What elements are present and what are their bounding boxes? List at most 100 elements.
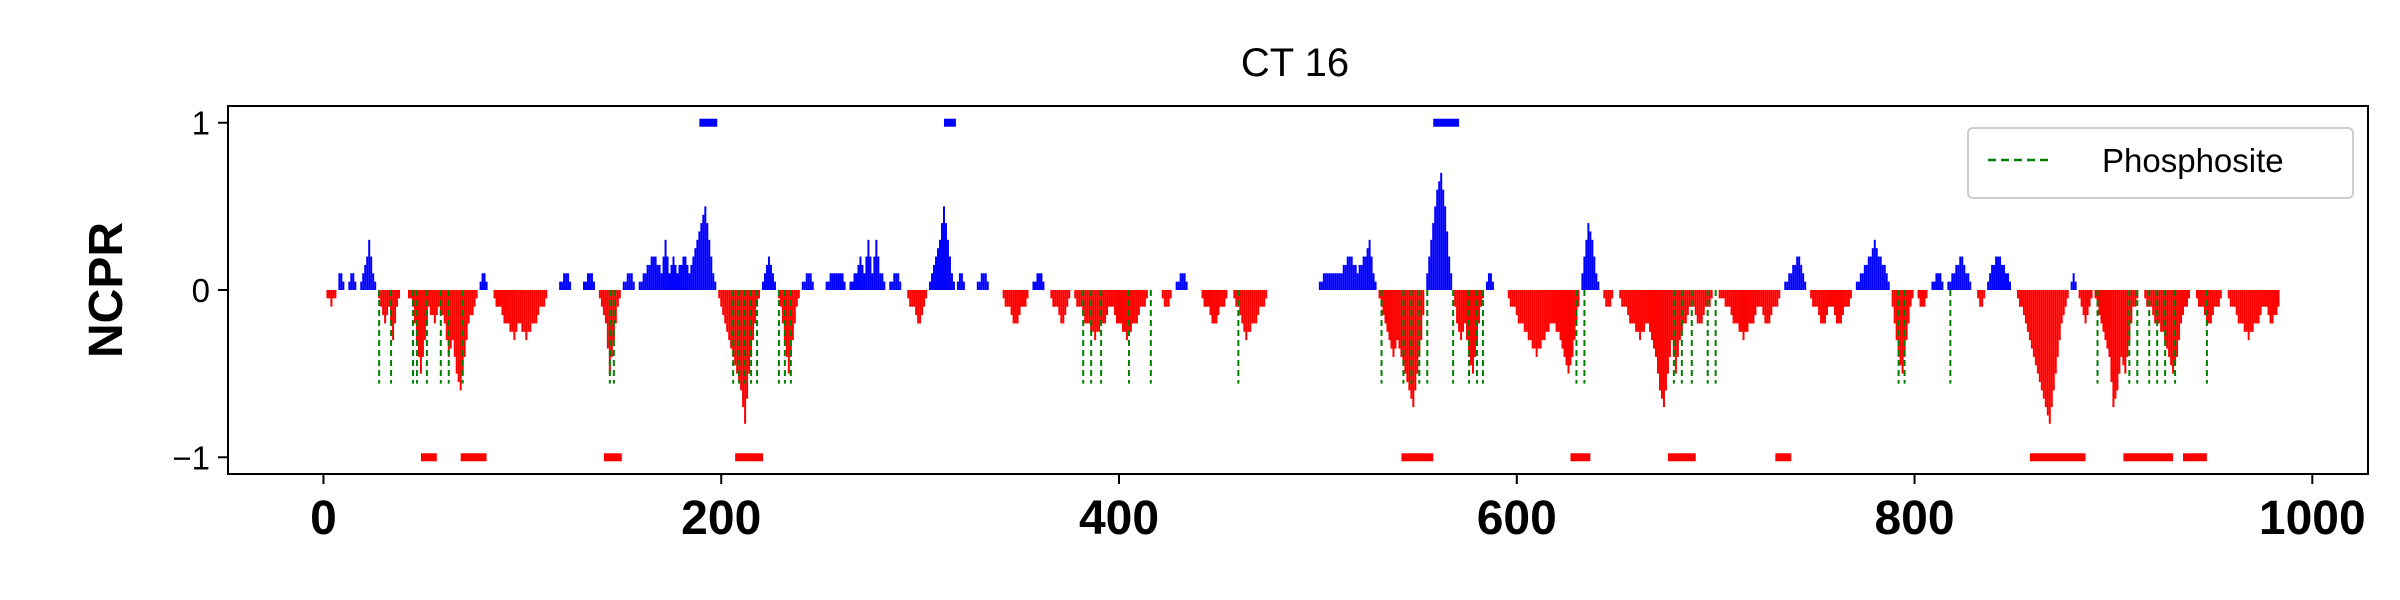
ncpr-bar	[841, 273, 844, 290]
ncpr-bar	[537, 290, 540, 316]
ncpr-bar	[1559, 290, 1562, 341]
ncpr-bar	[1141, 290, 1144, 307]
ncpr-bar	[527, 290, 530, 332]
negative-region-bar	[1401, 453, 1434, 462]
ncpr-bar	[1997, 256, 2000, 290]
ncpr-bar	[1633, 290, 1636, 324]
ncpr-bar	[2195, 290, 2198, 299]
ncpr-bar	[1587, 223, 1590, 290]
ncpr-bar	[398, 290, 401, 299]
ncpr-bar	[429, 290, 432, 316]
ncpr-bar	[1656, 290, 1659, 374]
y-tick-label: 1	[192, 105, 210, 142]
ncpr-bar	[2046, 290, 2049, 416]
ncpr-bar	[614, 290, 617, 324]
ncpr-bar	[658, 264, 661, 290]
ncpr-bar	[368, 239, 371, 290]
ncpr-bar	[1237, 290, 1240, 307]
ncpr-bar	[1881, 264, 1884, 290]
ncpr-bar	[517, 290, 520, 324]
ncpr-bar	[869, 256, 872, 290]
ncpr-bar	[1261, 290, 1264, 307]
negative-region-bar	[1775, 453, 1792, 462]
ncpr-bar	[702, 214, 705, 290]
ncpr-bar	[1651, 290, 1654, 341]
ncpr-bar	[1235, 290, 1238, 307]
ncpr-bar	[921, 290, 924, 316]
ncpr-bar	[2066, 290, 2069, 299]
ncpr-bar	[2229, 290, 2232, 307]
y-axis-label: NCPR	[80, 222, 133, 358]
ncpr-bar	[1796, 256, 1799, 290]
ncpr-bar	[668, 273, 671, 290]
ncpr-bar	[1535, 290, 1538, 357]
ncpr-bar	[1167, 290, 1170, 307]
ncpr-bar	[1074, 290, 1077, 299]
ncpr-bar	[485, 281, 488, 290]
ncpr-bar	[762, 281, 764, 290]
ncpr-bar	[2050, 290, 2053, 408]
ncpr-bar	[825, 281, 828, 290]
ncpr-bar	[2062, 290, 2065, 316]
ncpr-bar	[1750, 290, 1753, 324]
ncpr-bar	[1125, 290, 1128, 341]
ncpr-bar	[1165, 290, 1168, 307]
ncpr-bar	[736, 290, 739, 374]
ncpr-bar	[877, 256, 880, 290]
ncpr-bar	[1448, 256, 1451, 290]
ncpr-bar	[1678, 290, 1681, 341]
ncpr-bar	[1380, 290, 1383, 307]
ncpr-bar	[656, 264, 659, 290]
ncpr-bar	[889, 281, 892, 290]
ncpr-bar	[1641, 290, 1644, 332]
ncpr-bar	[2122, 290, 2125, 366]
x-axis-ticks: 0 200 400 600 800 1000	[310, 474, 2366, 545]
ncpr-bar	[2199, 290, 2202, 307]
ncpr-bar	[1609, 290, 1612, 307]
ncpr-bar	[1843, 290, 1846, 307]
ncpr-bar	[1597, 281, 1600, 290]
ncpr-bar	[1776, 290, 1779, 307]
ncpr-bar	[1330, 273, 1333, 290]
ncpr-bar	[473, 290, 476, 307]
ncpr-bar	[1322, 273, 1325, 290]
ncpr-bar	[392, 290, 395, 341]
ncpr-bar	[515, 290, 518, 332]
ncpr-bar	[2247, 290, 2250, 341]
ncpr-bar	[1547, 290, 1550, 332]
ncpr-bar	[1688, 290, 1691, 307]
ncpr-bar	[1605, 290, 1608, 307]
ncpr-bar	[1203, 290, 1206, 307]
ncpr-bar	[1225, 290, 1228, 299]
ncpr-bar	[837, 273, 840, 290]
ncpr-bar	[1121, 290, 1124, 332]
ncpr-bar	[986, 281, 989, 290]
ncpr-bar	[923, 290, 926, 307]
ncpr-bar	[1080, 290, 1083, 307]
plot-marks	[326, 118, 2280, 462]
ncpr-bar	[1434, 206, 1437, 290]
ncpr-bar	[583, 281, 585, 290]
ncpr-bar	[881, 273, 884, 290]
ncpr-bar	[779, 290, 782, 307]
ncpr-bar	[1933, 281, 1936, 290]
ncpr-bar	[2052, 290, 2055, 391]
ncpr-bar	[1474, 290, 1477, 357]
ncpr-bar	[1400, 290, 1403, 357]
ncpr-bar	[976, 281, 979, 290]
ncpr-bar	[2124, 290, 2127, 374]
ncpr-bar	[2227, 290, 2230, 299]
ncpr-bar	[2184, 290, 2187, 307]
ncpr-bar	[1336, 273, 1339, 290]
ncpr-bar	[1529, 290, 1532, 341]
ncpr-bar	[1104, 290, 1107, 324]
ncpr-bar	[1845, 290, 1848, 307]
ncpr-bar	[1585, 239, 1588, 290]
y-axis-ticks: −1 0 1	[172, 105, 228, 476]
ncpr-bar	[773, 281, 776, 290]
ncpr-bar	[1645, 290, 1648, 324]
ncpr-bar	[1670, 290, 1673, 341]
ncpr-bar	[1368, 239, 1371, 290]
ncpr-bar	[1877, 256, 1880, 290]
ncpr-bar	[2072, 273, 2075, 290]
